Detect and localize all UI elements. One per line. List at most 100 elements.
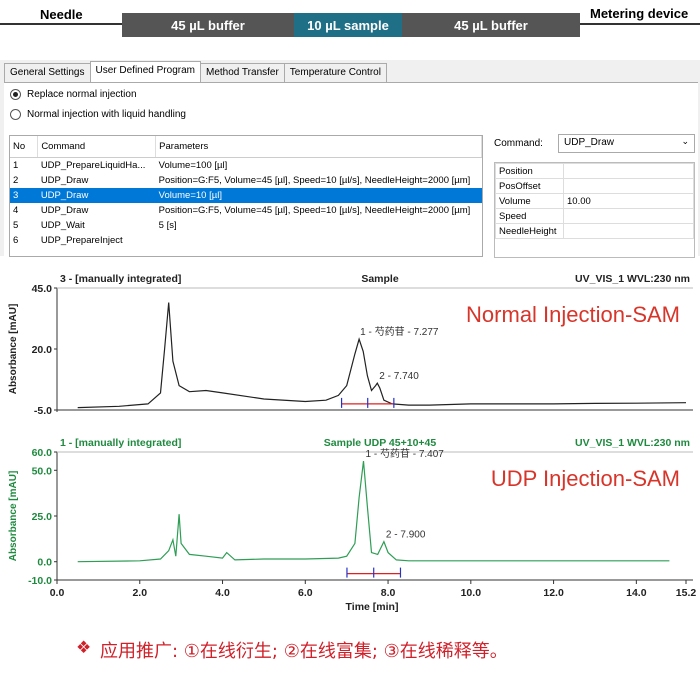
row-parameters: Position=G:F5, Volume=45 [µl], Speed=10 … bbox=[158, 205, 471, 216]
x-tick-label: 15.2 bbox=[676, 587, 697, 599]
property-name: Position bbox=[495, 163, 564, 179]
table-row[interactable]: 1 UDP_PrepareLiquidHa... Volume=100 [µl] bbox=[10, 158, 482, 174]
chart-header-center: Sample UDP 45+10+45 bbox=[324, 437, 437, 449]
x-tick-label: 6.0 bbox=[298, 587, 313, 599]
row-parameters bbox=[156, 233, 482, 248]
table-row[interactable]: 6 UDP_PrepareInject bbox=[10, 233, 482, 248]
column-header-command[interactable]: Command bbox=[37, 136, 157, 158]
row-parameters: Volume=10 [µl] bbox=[155, 188, 482, 203]
row-no: 3 bbox=[10, 188, 38, 203]
y-tick-label: 0.0 bbox=[37, 557, 52, 569]
y-tick-label: 50.0 bbox=[32, 465, 53, 477]
x-tick-label: 4.0 bbox=[215, 587, 230, 599]
y-tick-label: 25.0 bbox=[32, 511, 53, 523]
tab-user-defined-program[interactable]: User Defined Program bbox=[89, 61, 201, 84]
column-header-no[interactable]: No bbox=[10, 136, 39, 158]
needle-label: Needle bbox=[40, 7, 83, 22]
table-row-selected[interactable]: 3 UDP_Draw Volume=10 [µl] bbox=[10, 188, 482, 203]
row-no: 1 bbox=[13, 160, 19, 171]
sample-segment: 10 µL sample bbox=[294, 13, 402, 37]
column-header-parameters[interactable]: Parameters bbox=[155, 136, 482, 158]
chart-header-left: 3 - [manually integrated] bbox=[60, 273, 181, 285]
chart-annotation: Normal Injection-SAM bbox=[466, 302, 680, 327]
radio-label: Replace normal injection bbox=[27, 89, 137, 100]
x-tick-label: 14.0 bbox=[626, 587, 647, 599]
table-header-row: No Command Parameters bbox=[10, 136, 482, 158]
series-line bbox=[77, 461, 670, 563]
table-row[interactable]: 4 UDP_Draw Position=G:F5, Volume=45 [µl], … bbox=[10, 203, 482, 218]
row-no: 2 bbox=[13, 175, 19, 186]
chart-annotation: UDP Injection-SAM bbox=[491, 466, 680, 491]
x-tick-label: 12.0 bbox=[543, 587, 564, 599]
chart-header-right: UV_VIS_1 WVL:230 nm bbox=[575, 437, 690, 449]
radio-checked-icon bbox=[10, 89, 21, 100]
tab-general-settings[interactable]: General Settings bbox=[4, 63, 91, 84]
diamond-cross-icon: ❖ bbox=[76, 638, 92, 657]
command-label: Command: bbox=[494, 138, 543, 149]
command-select[interactable]: UDP_Draw ⌄ bbox=[558, 134, 695, 153]
y-tick-label: -5.0 bbox=[34, 405, 52, 417]
table-row[interactable]: 5 UDP_Wait 5 [s] bbox=[10, 218, 482, 233]
property-value[interactable] bbox=[563, 163, 694, 179]
property-name: PosOffset bbox=[495, 178, 564, 194]
row-command: UDP_Draw bbox=[37, 188, 156, 203]
property-value[interactable]: 10.00 bbox=[563, 193, 694, 209]
chart-header-center: Sample bbox=[361, 273, 399, 285]
row-no: 5 bbox=[13, 220, 19, 231]
peak-label: 2 - 7.900 bbox=[386, 530, 426, 541]
chart-background bbox=[0, 262, 700, 632]
x-tick-label: 8.0 bbox=[381, 587, 396, 599]
row-no: 6 bbox=[13, 235, 19, 246]
y-tick-label: -10.0 bbox=[28, 575, 52, 587]
row-command: UDP_Draw bbox=[40, 175, 89, 186]
x-axis-label: Time [min] bbox=[346, 601, 399, 613]
property-row[interactable]: Volume 10.00 bbox=[495, 193, 694, 209]
radio-replace-normal-injection[interactable]: Replace normal injection bbox=[10, 89, 137, 100]
table-row[interactable]: 2 UDP_Draw Position=G:F5, Volume=45 [µl], … bbox=[10, 173, 482, 188]
radio-label: Normal injection with liquid handling bbox=[27, 109, 186, 120]
property-name: NeedleHeight bbox=[495, 223, 564, 239]
property-value[interactable] bbox=[563, 178, 694, 194]
x-tick-label: 2.0 bbox=[132, 587, 147, 599]
property-row[interactable]: PosOffset bbox=[495, 178, 694, 194]
radio-unchecked-icon bbox=[10, 109, 21, 120]
chromatogram-figure: 3 - [manually integrated] Sample UV_VIS_1 … bbox=[0, 262, 700, 632]
peak-label: 2 - 7.740 bbox=[379, 371, 419, 382]
peak-label: 1 - 芍药苷 - 7.277 bbox=[360, 325, 439, 338]
tab-temperature-control[interactable]: Temperature Control bbox=[283, 63, 387, 84]
property-value[interactable] bbox=[563, 223, 694, 239]
tab-method-transfer[interactable]: Method Transfer bbox=[199, 63, 285, 84]
peak-label: 1 - 芍药苷 - 7.407 bbox=[366, 447, 445, 460]
chart-udp-injection: 1 - [manually integrated] Sample UDP 45+1… bbox=[8, 437, 696, 613]
injection-sequence-bar: 45 µL buffer 10 µL sample 45 µL buffer bbox=[122, 13, 580, 37]
property-row[interactable]: NeedleHeight bbox=[495, 223, 694, 239]
row-command: UDP_Draw bbox=[40, 205, 89, 216]
row-command: UDP_PrepareInject bbox=[40, 235, 123, 246]
y-tick-label: 20.0 bbox=[32, 344, 53, 356]
radio-liquid-handling[interactable]: Normal injection with liquid handling bbox=[10, 109, 186, 120]
metering-line bbox=[580, 23, 700, 25]
y-tick-label: 45.0 bbox=[32, 283, 53, 295]
property-row[interactable]: Position bbox=[495, 163, 694, 179]
y-axis-label: Absorbance [mAU] bbox=[8, 471, 19, 562]
buffer-segment-1: 45 µL buffer bbox=[171, 17, 245, 33]
needle-line bbox=[0, 23, 123, 25]
property-grid: Position PosOffset Volume 10.00 Speed Nee… bbox=[494, 162, 695, 258]
row-parameters: Volume=100 [µl] bbox=[158, 160, 228, 171]
command-select-value: UDP_Draw bbox=[564, 137, 615, 148]
chart-header-right: UV_VIS_1 WVL:230 nm bbox=[575, 273, 690, 285]
chart-normal-injection: 3 - [manually integrated] Sample UV_VIS_1 … bbox=[8, 273, 693, 417]
row-command: UDP_Wait bbox=[40, 220, 85, 231]
row-no: 4 bbox=[13, 205, 19, 216]
x-tick-label: 0.0 bbox=[50, 587, 65, 599]
application-note: 应用推广: ①在线衍生; ②在线富集; ③在线稀释等。 bbox=[100, 641, 508, 662]
property-name: Speed bbox=[495, 208, 564, 224]
property-value[interactable] bbox=[563, 208, 694, 224]
metering-device-label: Metering device bbox=[590, 6, 689, 21]
property-name: Volume bbox=[495, 193, 564, 209]
chart-header-left: 1 - [manually integrated] bbox=[60, 437, 181, 449]
row-command: UDP_PrepareLiquidHa... bbox=[40, 160, 146, 171]
chevron-down-icon: ⌄ bbox=[681, 136, 689, 146]
property-row[interactable]: Speed bbox=[495, 208, 694, 224]
series-line bbox=[77, 302, 687, 409]
